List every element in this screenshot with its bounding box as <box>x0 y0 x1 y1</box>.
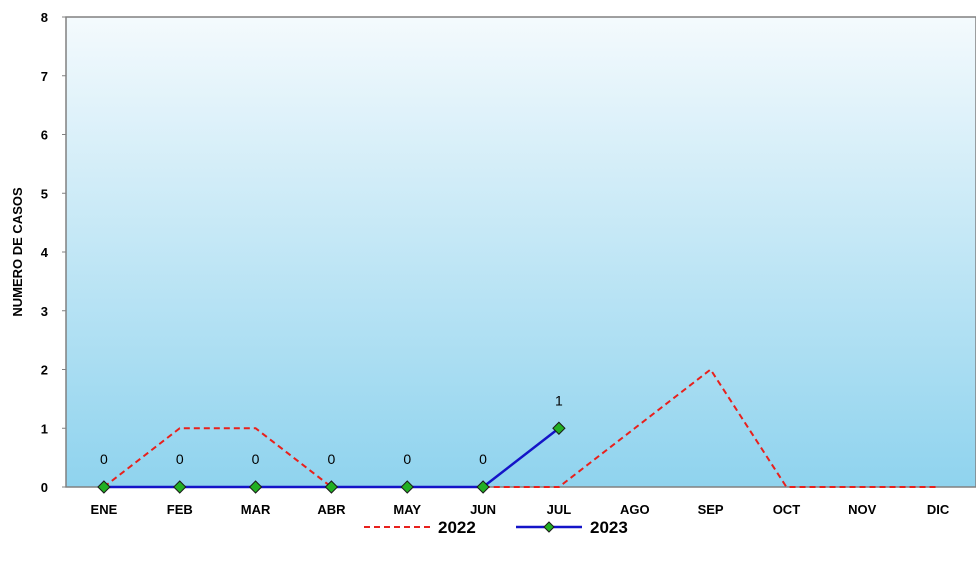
x-tick-label: ABR <box>317 502 346 517</box>
legend-item-2022: 2022 <box>364 518 476 537</box>
x-tick-label: AGO <box>620 502 650 517</box>
data-point-2023 <box>552 421 566 435</box>
x-axis-ticks: ENE FEB MAR ABR MAY JUN JUL AGO SEP OCT NOV DIC <box>91 502 950 517</box>
x-tick-label: MAR <box>241 502 271 517</box>
data-labels: 0 0 0 0 0 0 1 <box>100 392 563 467</box>
data-label: 0 <box>252 451 260 467</box>
x-tick-label: ENE <box>91 502 118 517</box>
data-point-2023 <box>324 480 339 494</box>
legend: 2022 2023 <box>364 518 628 537</box>
legend-marker <box>543 521 555 533</box>
y-tick-label: 8 <box>41 10 48 25</box>
x-tick-label: MAY <box>393 502 421 517</box>
data-point-2023 <box>97 480 111 494</box>
legend-item-2023: 2023 <box>516 518 628 537</box>
y-tick-label: 7 <box>41 69 48 84</box>
y-axis-ticks: 0 1 2 3 4 5 6 7 8 <box>41 10 66 495</box>
y-tick-label: 4 <box>41 245 49 260</box>
y-tick-label: 2 <box>41 363 48 378</box>
data-label: 0 <box>328 451 336 467</box>
data-point-2023 <box>400 480 414 494</box>
x-tick-label: JUL <box>547 502 572 517</box>
data-point-2023 <box>173 480 187 494</box>
y-tick-label: 5 <box>41 186 48 201</box>
y-tick-label: 1 <box>41 421 48 436</box>
x-tick-label: DIC <box>927 502 950 517</box>
y-tick-label: 6 <box>41 128 48 143</box>
data-label: 1 <box>555 392 563 408</box>
data-label: 0 <box>403 451 411 467</box>
legend-label: 2022 <box>438 518 476 537</box>
series-layer <box>97 368 939 494</box>
data-label: 0 <box>176 451 184 467</box>
x-tick-label: NOV <box>848 502 877 517</box>
plot-area <box>65 16 976 488</box>
x-tick-label: SEP <box>698 502 724 517</box>
data-point-2023 <box>248 480 263 494</box>
y-tick-label: 0 <box>41 480 48 495</box>
y-tick-label: 3 <box>41 304 48 319</box>
x-tick-label: JUN <box>470 502 496 517</box>
x-tick-label: OCT <box>773 502 801 517</box>
data-label: 0 <box>479 451 487 467</box>
data-point-2023 <box>476 480 490 494</box>
x-tick-label: FEB <box>167 502 193 517</box>
data-label: 0 <box>100 451 108 467</box>
y-axis-title: NUMERO DE CASOS <box>10 187 25 317</box>
legend-label: 2023 <box>590 518 628 537</box>
